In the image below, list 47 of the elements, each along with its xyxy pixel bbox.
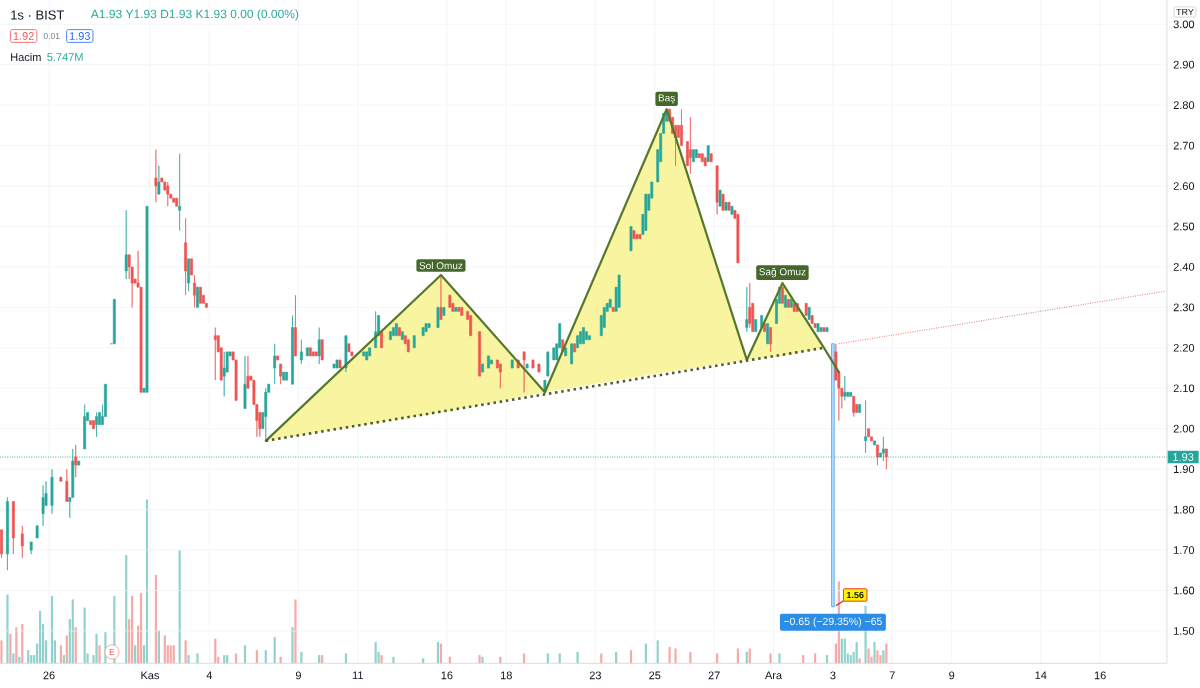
- annotation: Sol Omuz: [419, 261, 463, 270]
- y-tick-label: 2.40: [1173, 263, 1195, 271]
- x-tick-label: 27: [708, 671, 720, 680]
- annotation: 0.01: [43, 32, 60, 39]
- annotation: Sağ Omuz: [759, 267, 806, 278]
- annotation: Hacim: [11, 52, 41, 62]
- annotation: 1.92: [13, 32, 34, 40]
- y-tick-label: 3.00: [1173, 20, 1195, 29]
- y-tick-label: 2.70: [1173, 141, 1195, 150]
- text: A1.93 Y1.93 D1.93 K1.93 0.00 (0.00%): [90, 9, 299, 21]
- annotation: 1.56: [846, 591, 864, 599]
- y-tick-label: 2.30: [1173, 303, 1195, 312]
- x-tick-label: Kas: [141, 671, 160, 680]
- x-tick-label: 16: [1094, 671, 1106, 680]
- y-tick-label: 2.20: [1173, 343, 1195, 352]
- x-tick-label: 11: [352, 671, 363, 680]
- annotation: E: [109, 648, 115, 656]
- x-tick-label: 23: [589, 671, 601, 680]
- x-tick-label: 7: [889, 671, 895, 680]
- text: TRY: [1176, 8, 1194, 16]
- y-tick-label: 2.60: [1173, 182, 1195, 190]
- ref-line-label: 1.93: [1173, 453, 1194, 461]
- annotation: Baş: [658, 94, 675, 104]
- x-tick-label: 18: [501, 671, 512, 680]
- y-tick-label: 1.90: [1173, 465, 1195, 474]
- x-tick-label: 16: [441, 671, 453, 680]
- annotation: 1.93: [69, 32, 90, 40]
- annotation: −0.65 (−29.35%) −65: [783, 617, 882, 628]
- x-tick-label: 14: [1035, 671, 1047, 680]
- x-tick-label: 26: [43, 671, 55, 680]
- x-tick-label: 9: [949, 671, 955, 680]
- y-tick-label: 1.70: [1173, 546, 1195, 554]
- x-tick-label: 25: [649, 671, 661, 680]
- x-tick-label: 4: [206, 671, 213, 680]
- y-tick-label: 2.00: [1173, 424, 1195, 433]
- y-tick-label: 2.90: [1173, 60, 1195, 69]
- y-tick-label: 2.50: [1173, 222, 1195, 231]
- x-tick-label: Ara: [764, 671, 783, 680]
- y-tick-label: 1.50: [1173, 627, 1195, 635]
- y-tick-label: 1.60: [1173, 586, 1195, 595]
- y-tick-label: 2.80: [1173, 101, 1195, 110]
- x-tick-label: 3: [830, 671, 836, 680]
- x-tick-label: 9: [295, 671, 301, 680]
- y-tick-label: 2.10: [1173, 384, 1195, 393]
- annotation: 5.747M: [47, 53, 83, 61]
- text: 1s · BIST: [11, 10, 65, 20]
- y-tick-label: 1.80: [1173, 505, 1195, 514]
